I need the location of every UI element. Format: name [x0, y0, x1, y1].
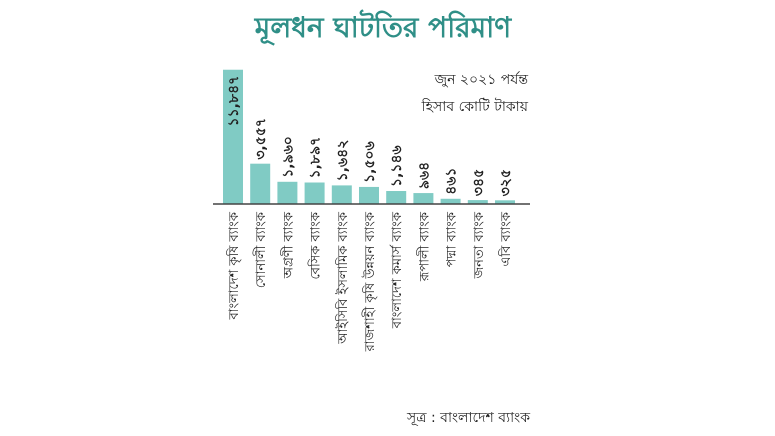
value-label: ১,৮৯৭ [308, 137, 324, 179]
value-label: ৯৬৪ [416, 162, 432, 189]
bar [250, 163, 271, 204]
value-label: ৩২৫ [498, 169, 514, 196]
value-label: ৩৪৫ [471, 169, 487, 196]
category-label: বেসিক ব্যাংক [308, 211, 324, 279]
value-label: ১,৯৬০ [280, 136, 296, 178]
chart-title: মূলধন ঘাটতির পরিমাণ [254, 11, 512, 44]
bar [277, 181, 298, 204]
category-label: সোনালী ব্যাংক [253, 211, 269, 288]
bar [467, 200, 488, 204]
bar [386, 191, 407, 204]
category-label: পদ্মা ব্যাংক [445, 211, 460, 267]
category-label: রূপালী ব্যাংক [416, 211, 432, 282]
bar [359, 186, 379, 204]
chart-panel: মূলধন ঘাটতির পরিমাণ জুন ২০২১ পর্যন্ত হিস… [208, 0, 558, 436]
category-label: অগ্রণী ব্যাংক [280, 211, 296, 279]
bar [495, 200, 515, 204]
bar [223, 69, 243, 204]
bar [331, 185, 352, 204]
category-label: এবি ব্যাংক [498, 211, 514, 266]
bar [304, 182, 325, 204]
bar [413, 193, 434, 204]
bar [440, 198, 461, 204]
value-label: ১,১৪৬ [389, 145, 405, 187]
value-label: ১,৬৪২ [335, 140, 351, 182]
source-note: সূত্র : বাংলাদেশ ব্যাংক [407, 410, 530, 426]
category-label: জনতা ব্যাংক [472, 211, 487, 279]
value-label: ১,৫০৬ [362, 141, 378, 183]
category-label: রাজশাহী কৃষি উন্নয়ন ব্যাংক [362, 211, 378, 352]
bar-chart: ১১,৮৪৭ বাংলাদেশ কৃষি ব্যাংক ৩,৫৫৭ সোনালী ব্… [213, 69, 530, 352]
category-label: বাংলাদেশ কৃষি ব্যাংক [226, 211, 242, 320]
unit-note: হিসাব কোটি টাকায় [421, 99, 528, 115]
value-label: ৩,৫৫৭ [253, 118, 269, 160]
category-label: আইসিবি ইসলামিক ব্যাংক [335, 211, 351, 345]
date-note: জুন ২০২১ পর্যন্ত [434, 72, 528, 88]
category-label: বাংলাদেশ কমার্স ব্যাংক [389, 211, 405, 329]
value-label: ১১,৮৪৭ [226, 76, 242, 127]
value-label: ৪৬১ [444, 167, 460, 194]
